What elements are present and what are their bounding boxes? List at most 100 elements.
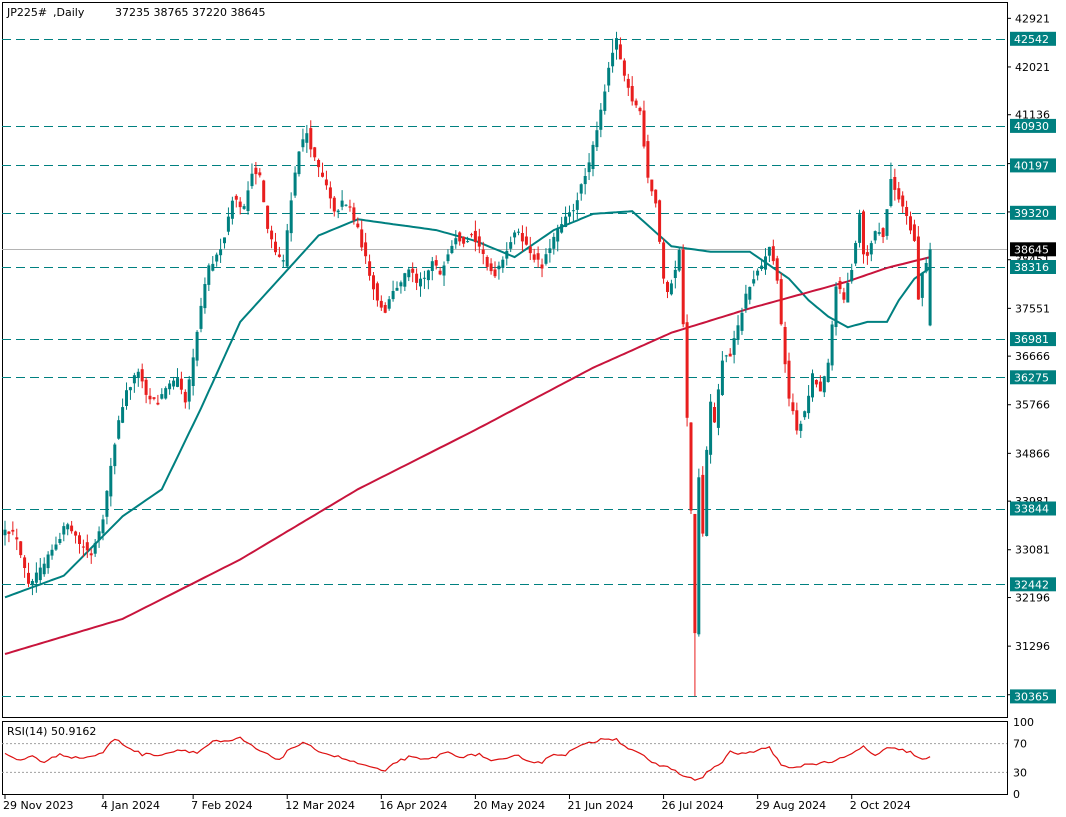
candle-body: [685, 322, 689, 418]
candle-body: [430, 261, 434, 271]
level-price-box: [1010, 689, 1056, 704]
candle-body: [740, 312, 744, 331]
candle-body: [548, 248, 552, 253]
candle-body: [313, 147, 317, 158]
candle-body: [78, 535, 81, 544]
last-price-label: 38645: [1014, 243, 1049, 256]
candle-body: [38, 567, 42, 581]
candle-body: [834, 286, 838, 327]
candle-body: [30, 581, 34, 586]
candle-body: [372, 275, 375, 290]
candle-body: [509, 242, 513, 249]
candle-body: [446, 254, 450, 262]
rsi-axis-label: 70: [1013, 738, 1027, 751]
candle-body: [128, 387, 132, 391]
level-price-label: 42542: [1014, 33, 1049, 46]
candle-body: [132, 375, 136, 384]
level-price-box: [1010, 501, 1056, 516]
candle-body: [830, 324, 834, 366]
candle-body: [70, 525, 74, 532]
candle-body: [285, 230, 289, 267]
candle-body: [850, 270, 854, 282]
candle-body: [199, 305, 203, 329]
candle-body: [309, 128, 313, 150]
candle-body: [767, 246, 771, 256]
level-price-box: [1010, 118, 1056, 133]
candle-body: [497, 265, 501, 270]
candle-body: [364, 242, 368, 257]
candle-body: [27, 572, 30, 584]
candle-body: [305, 133, 309, 143]
candle-body: [226, 216, 230, 232]
price-axis: 4292142021411364023139336384513755136666…: [1007, 12, 1056, 704]
candle-body: [332, 197, 336, 212]
date-tick-label: 21 Jun 2024: [567, 799, 633, 812]
candle-body: [783, 327, 787, 365]
candle-body: [517, 231, 520, 233]
date-tick-label: 16 Apr 2024: [379, 799, 447, 812]
level-price-label: 30365: [1014, 690, 1049, 703]
date-tick-label: 7 Feb 2024: [191, 799, 252, 812]
level-price-box: [1010, 260, 1056, 274]
price-tick-label: 41136: [1015, 109, 1050, 122]
candle-body: [575, 200, 579, 210]
candle-body: [136, 371, 140, 378]
candle-body: [81, 546, 85, 548]
candle-body: [297, 151, 301, 175]
candle-body: [791, 402, 795, 412]
candle-body: [540, 264, 544, 269]
candle-body: [662, 242, 666, 279]
ma_slow-line: [4, 256, 931, 655]
candle-body: [336, 210, 340, 213]
candle-body: [728, 353, 732, 357]
price-tick-label: 35766: [1015, 399, 1050, 412]
candle-body: [877, 232, 881, 234]
candle-body: [46, 554, 50, 569]
candle-body: [630, 86, 634, 102]
candle-body: [250, 173, 254, 187]
candle-body: [705, 449, 709, 536]
candle-body: [473, 230, 477, 243]
candle-body: [646, 141, 650, 178]
candle-body: [713, 407, 716, 423]
candle-body: [658, 200, 662, 242]
candle-body: [564, 216, 568, 227]
level-price-box: [1010, 31, 1056, 46]
candle-body: [321, 172, 324, 177]
candle-body: [779, 279, 783, 325]
candle-body: [862, 211, 865, 255]
candle-body: [481, 249, 485, 254]
level-price-label: 39320: [1014, 207, 1049, 220]
level-price-label: 38316: [1014, 261, 1049, 274]
date-tick-label: 26 Jul 2024: [662, 799, 724, 812]
candle-body: [324, 179, 328, 186]
candle-body: [262, 180, 266, 203]
rsi-axis-label: 0: [1013, 788, 1020, 801]
candle-body: [756, 270, 760, 276]
price-tick-label: 33081: [1015, 544, 1050, 557]
candle-body: [618, 44, 622, 60]
level-price-label: 32442: [1014, 578, 1049, 591]
candle-body: [501, 259, 505, 268]
candle-body: [579, 184, 583, 194]
candle-body: [701, 474, 705, 534]
candle-body: [654, 189, 658, 204]
candle-body: [117, 420, 121, 439]
candle-body: [277, 254, 281, 257]
candle-body: [807, 395, 811, 414]
candle-body: [15, 537, 19, 540]
candle-body: [58, 539, 62, 543]
candle-body: [556, 227, 560, 242]
candle-body: [375, 283, 379, 301]
ohlc-header: 37235 38765 37220 38645: [115, 6, 265, 19]
rsi-indicator: 100 70 30 0: [2, 716, 1034, 801]
price-tick-label: 37551: [1015, 302, 1050, 315]
candle-body: [395, 287, 399, 291]
candle-body: [799, 423, 803, 431]
main-panel-frame: [2, 2, 1008, 718]
candle-body: [348, 206, 352, 208]
candle-body: [928, 249, 932, 326]
candle-body: [234, 195, 238, 200]
candle-body: [89, 553, 93, 556]
